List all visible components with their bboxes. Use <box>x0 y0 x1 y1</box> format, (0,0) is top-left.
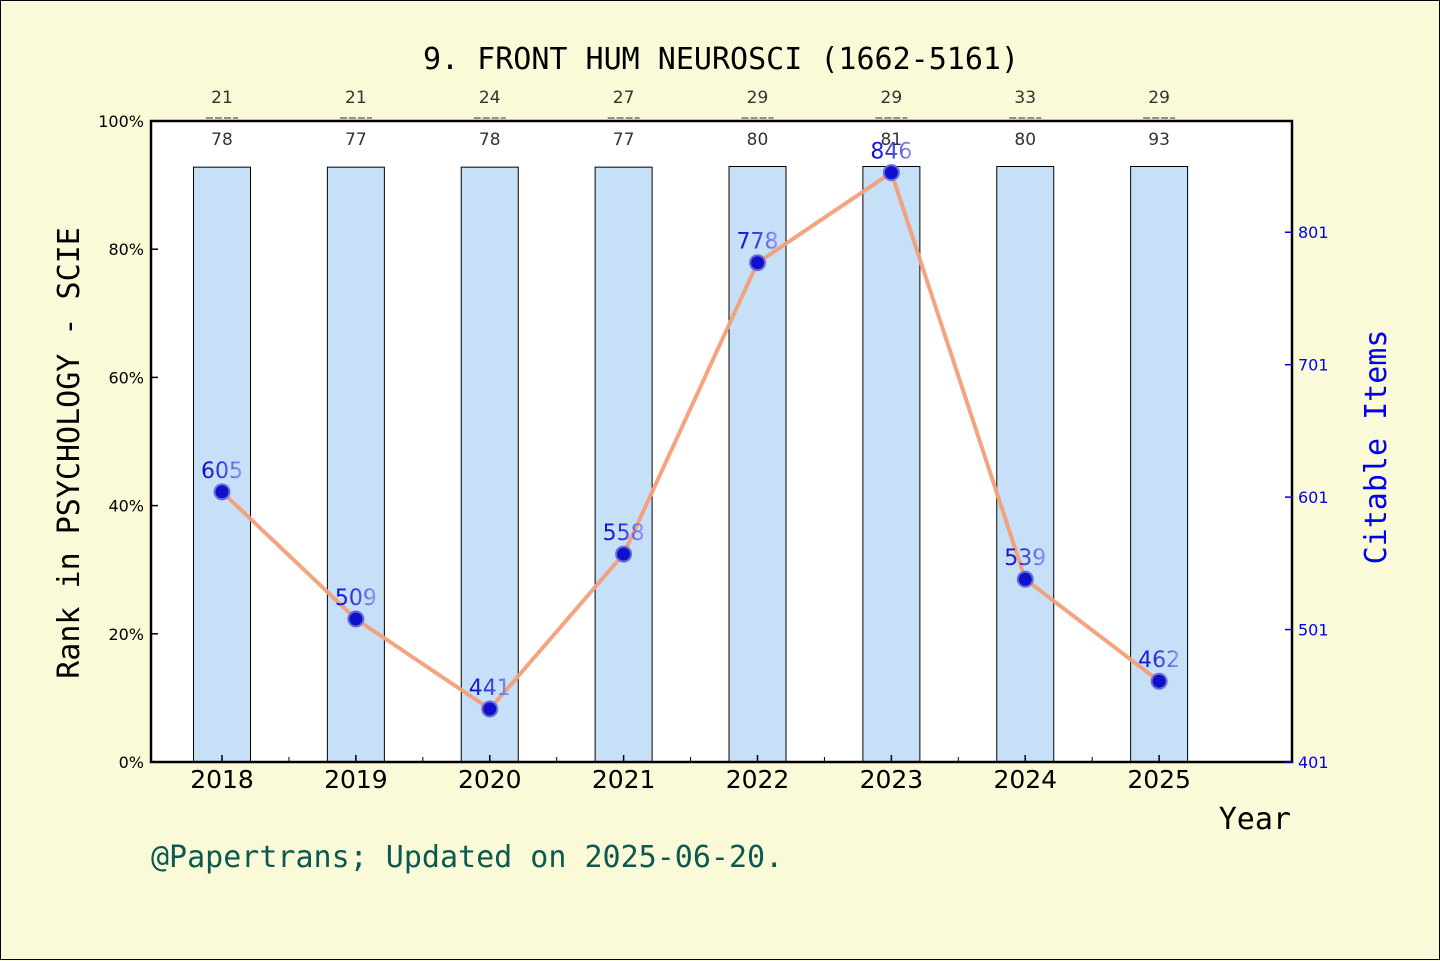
point-value-label: 441 <box>469 676 511 701</box>
rank-denominator: 80 <box>1014 130 1036 150</box>
rank-numerator: 29 <box>747 88 769 108</box>
line-layer <box>213 164 1168 718</box>
y-tick-label: 20% <box>108 625 144 644</box>
rank-denominator: 80 <box>747 130 769 150</box>
point-value-label: 605 <box>201 459 243 484</box>
line-segment <box>353 616 492 712</box>
y2-tick-label: 401 <box>1298 753 1329 772</box>
line-segment <box>487 552 626 712</box>
y2-axis-label: Citable Items <box>1359 330 1394 565</box>
rank-numerator: 24 <box>479 88 501 108</box>
line-point <box>882 164 900 182</box>
bars-layer <box>193 166 1189 763</box>
point-value-label: 509 <box>335 586 377 611</box>
line-point <box>213 483 231 501</box>
rank-numerator: 33 <box>1014 88 1036 108</box>
footer-credit: @Papertrans; Updated on 2025-06-20. <box>151 840 783 875</box>
line-segment <box>220 489 358 621</box>
bar <box>1130 166 1189 763</box>
y2-tick-label: 701 <box>1298 356 1329 375</box>
y-tick-label: 80% <box>108 240 144 259</box>
rank-denominator: 77 <box>345 130 367 150</box>
x-axis-label: Year <box>1219 802 1291 837</box>
rank-numerator: 21 <box>345 88 367 108</box>
bar <box>996 166 1055 763</box>
chart-title: 9. FRONT HUM NEUROSCI (1662-5161) <box>423 42 1019 77</box>
rank-numerator: 27 <box>613 88 635 108</box>
point-value-label: 778 <box>737 230 779 255</box>
plot-border <box>149 119 1294 764</box>
x-tick-label: 2020 <box>458 765 522 794</box>
line-point <box>481 700 499 718</box>
line-point <box>347 610 365 628</box>
y-tick-label: 40% <box>108 497 144 516</box>
rank-numerator: 29 <box>881 88 903 108</box>
rank-denominator: 81 <box>881 130 903 150</box>
line-point <box>749 254 766 272</box>
point-value-label: 846 <box>870 140 912 165</box>
line-segment <box>1023 577 1162 684</box>
line-point <box>1016 570 1034 588</box>
bar <box>460 166 519 763</box>
x-tick-label: 2023 <box>860 765 924 794</box>
point-value-label: 558 <box>603 521 645 546</box>
y2-tick-label: 501 <box>1298 621 1329 640</box>
bar <box>862 166 921 763</box>
bar <box>594 166 653 763</box>
x-tick-label: 2024 <box>993 765 1057 794</box>
rank-numerator: 21 <box>211 88 233 108</box>
line-point <box>615 545 633 563</box>
line-point <box>1150 672 1168 690</box>
rank-denominator: 78 <box>211 130 233 150</box>
y-tick-label: 60% <box>108 368 144 387</box>
point-value-label: 462 <box>1138 648 1180 673</box>
x-tick-label: 2021 <box>592 765 656 794</box>
y2-tick-label: 801 <box>1298 223 1329 242</box>
x-tick-label: 2025 <box>1127 765 1191 794</box>
y-tick-label: 0% <box>119 753 144 772</box>
x-tick-label: 2018 <box>190 765 254 794</box>
line-segment <box>889 170 1028 582</box>
x-tick-label: 2022 <box>726 765 790 794</box>
axes-layer: 0% 20% 40% 60% 80% 100% 401 501 601 701 801 2018 201… <box>98 112 1328 794</box>
y-tick-label: 100% <box>98 112 144 131</box>
rank-denominator: 78 <box>479 130 501 150</box>
rank-denominator: 93 <box>1148 130 1170 150</box>
y2-tick-label: 601 <box>1298 488 1329 507</box>
line-segment <box>621 260 760 557</box>
y-axis-label: Rank in PSYCHOLOGY - SCIE <box>52 227 87 679</box>
line-segment <box>755 170 894 265</box>
plot-area <box>151 121 1292 762</box>
rank-denominator: 77 <box>613 130 635 150</box>
point-value-label: 539 <box>1004 546 1046 571</box>
x-tick-label: 2019 <box>324 765 388 794</box>
bar <box>326 166 385 763</box>
labels-layer: 605 509 441 558 778 846 539 462 21 78 21 77 24 78 27 77… <box>201 88 1180 701</box>
bar <box>193 166 251 763</box>
rank-numerator: 29 <box>1148 88 1170 108</box>
